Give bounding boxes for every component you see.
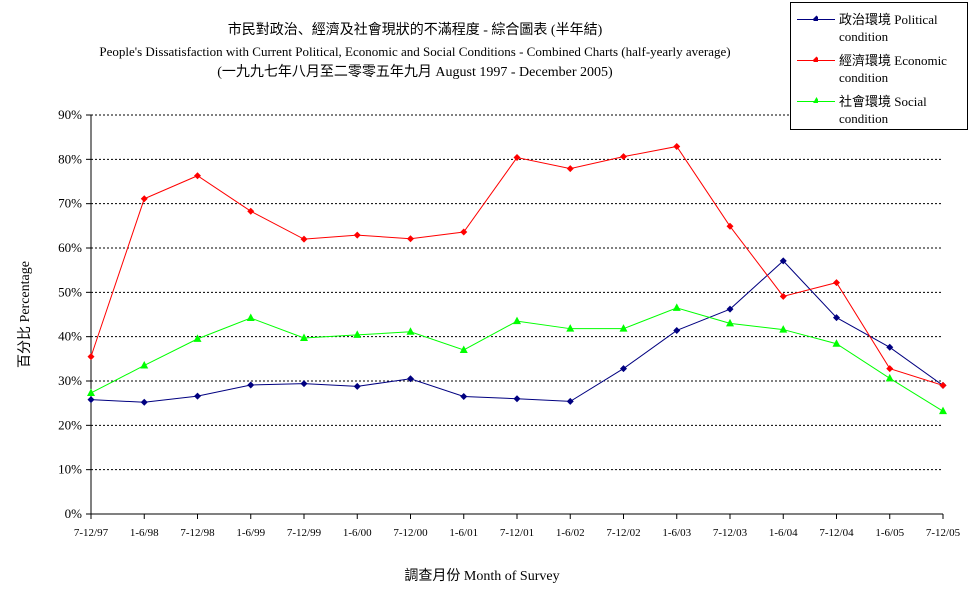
data-point-political — [620, 365, 627, 373]
data-point-social — [513, 316, 521, 325]
data-point-social — [939, 406, 947, 415]
x-tick-label: 1-6/00 — [343, 527, 372, 539]
data-point-social — [832, 339, 841, 347]
data-point-social — [885, 373, 894, 382]
data-point-economic — [194, 172, 201, 180]
data-point-social — [459, 345, 468, 353]
data-point-economic — [726, 222, 734, 230]
data-point-political — [247, 381, 255, 389]
legend-label-economic: 經濟環境 Economic condition — [839, 53, 947, 85]
data-point-political — [407, 375, 414, 383]
x-tick-label: 1-6/98 — [130, 527, 159, 539]
data-point-economic — [833, 279, 840, 287]
data-point-economic — [353, 231, 361, 239]
x-axis-title: 調查月份 Month of Survey — [404, 568, 559, 584]
data-point-economic — [673, 142, 681, 150]
data-point-political — [726, 305, 734, 313]
data-point-social — [300, 333, 308, 341]
data-point-economic — [886, 365, 894, 373]
x-tick-label: 7-12/00 — [393, 527, 428, 539]
y-tick-label: 80% — [58, 151, 82, 166]
legend-label-political: 政治環境 Political condition — [839, 12, 938, 44]
y-tick-label: 60% — [58, 240, 82, 255]
x-tick-label: 7-12/99 — [287, 527, 322, 539]
data-point-political — [194, 392, 201, 400]
data-point-economic — [407, 235, 414, 243]
data-point-economic — [460, 228, 468, 236]
data-point-social — [779, 325, 788, 333]
chart-legend: 政治環境 Political condition 經濟環境 Economic co… — [790, 2, 968, 130]
legend-marker-economic — [812, 56, 818, 62]
chart-subtitle-period: (一九九七年八月至二零零五年九月 August 1997 - December … — [217, 65, 613, 80]
data-point-economic — [513, 154, 521, 162]
y-tick-label: 30% — [58, 373, 82, 388]
series-line-economic — [90, 145, 944, 386]
data-point-economic — [87, 353, 95, 361]
data-point-political — [886, 343, 894, 351]
x-tick-label: 1-6/01 — [449, 527, 478, 539]
x-tick-label: 7-12/05 — [926, 527, 961, 539]
y-axis-title: 百分比 Percentage — [17, 261, 33, 368]
data-point-social — [619, 324, 628, 332]
x-tick-label: 7-12/04 — [819, 527, 854, 539]
y-tick-label: 10% — [58, 462, 82, 477]
legend-marker-political — [812, 15, 818, 21]
x-tick-label: 7-12/97 — [74, 527, 109, 539]
data-point-political — [673, 326, 681, 334]
data-point-political — [513, 395, 521, 403]
data-point-social — [246, 313, 255, 322]
data-point-political — [460, 393, 468, 401]
y-tick-label: 90% — [58, 107, 82, 122]
data-point-social — [193, 334, 202, 342]
data-point-economic — [247, 207, 255, 215]
data-point-political — [779, 257, 787, 265]
data-point-economic — [566, 165, 574, 173]
data-point-social — [353, 330, 362, 338]
data-point-political — [300, 380, 308, 388]
chart-title-chinese: 市民對政治、經濟及社會現狀的不滿程度 - 綜合圖表 (半年結) — [227, 23, 603, 38]
chart-title-block: 市民對政治、經濟及社會現狀的不滿程度 - 綜合圖表 (半年結) People's… — [0, 20, 830, 83]
data-point-social — [726, 318, 734, 327]
x-tick-label: 1-6/02 — [556, 527, 585, 539]
data-point-political — [353, 382, 361, 390]
data-point-social — [140, 360, 149, 369]
data-point-economic — [140, 195, 148, 203]
y-tick-label: 40% — [58, 329, 82, 344]
data-point-political — [87, 396, 95, 404]
legend-label-social: 社會環境 Social condition — [839, 94, 927, 126]
y-tick-label: 50% — [58, 284, 82, 299]
x-tick-label: 1-6/04 — [769, 527, 798, 539]
data-point-social — [672, 303, 681, 311]
data-point-social — [406, 327, 415, 335]
y-tick-label: 0% — [65, 506, 83, 521]
x-tick-label: 7-12/02 — [606, 527, 640, 539]
data-point-economic — [620, 153, 627, 161]
x-tick-label: 1-6/03 — [662, 527, 691, 539]
data-point-economic — [939, 381, 947, 389]
legend-marker-social — [813, 97, 818, 103]
data-point-economic — [779, 292, 787, 300]
y-tick-label: 20% — [58, 417, 82, 432]
data-point-social — [87, 388, 95, 396]
data-point-social — [566, 324, 575, 332]
data-point-political — [566, 397, 574, 405]
x-tick-label: 7-12/98 — [180, 527, 215, 539]
data-point-political — [140, 398, 148, 406]
data-point-political — [833, 314, 840, 322]
chart-title-english: People's Dissatisfaction with Current Po… — [99, 44, 731, 59]
x-tick-label: 7-12/01 — [500, 527, 534, 539]
x-tick-label: 1-6/05 — [875, 527, 904, 539]
x-tick-label: 1-6/99 — [236, 527, 265, 539]
x-tick-label: 7-12/03 — [713, 527, 748, 539]
y-tick-label: 70% — [58, 196, 82, 211]
data-point-economic — [300, 235, 308, 243]
